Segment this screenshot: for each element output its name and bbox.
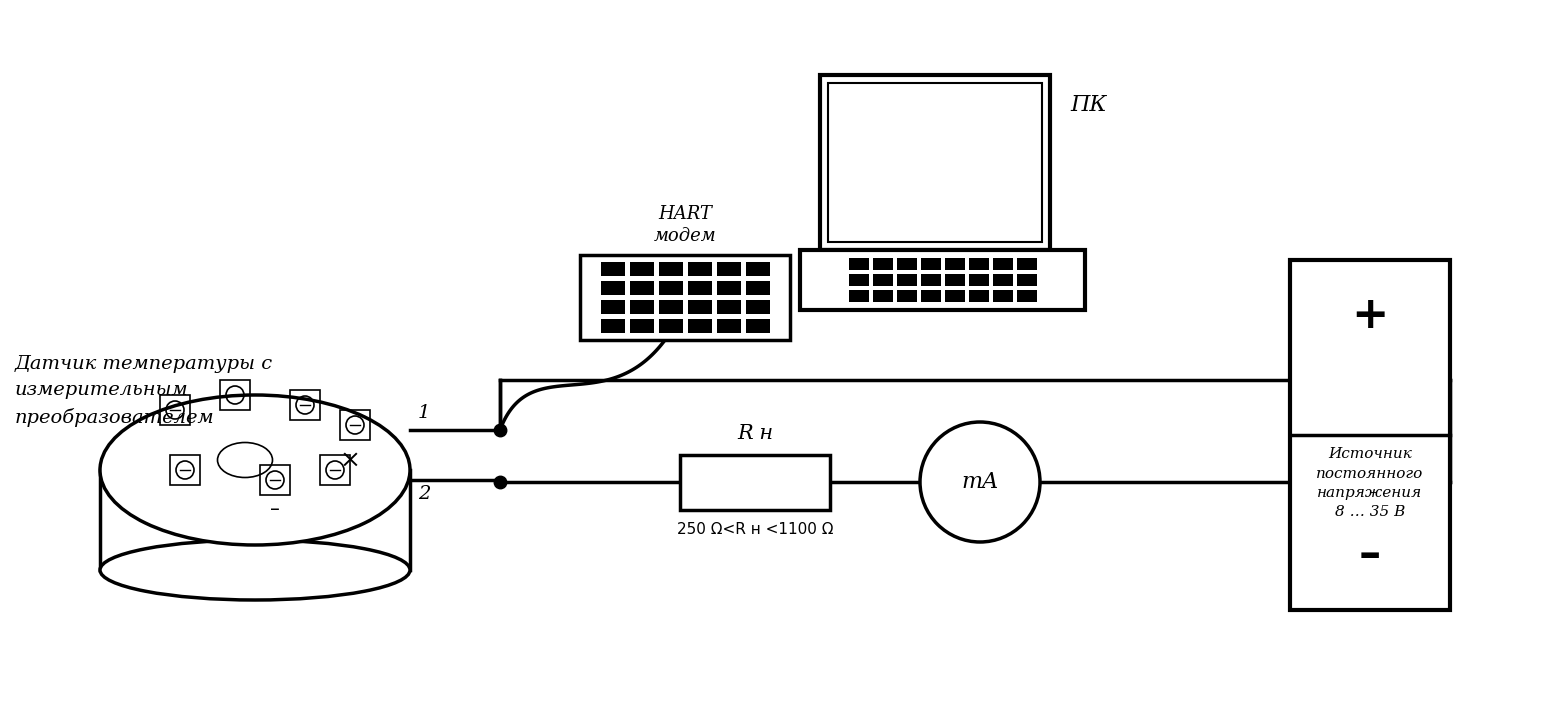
Bar [681,455,830,510]
Text: 250 Ω<R н <1100 Ω: 250 Ω<R н <1100 Ω [676,522,833,537]
Bar [920,290,940,302]
Bar [746,319,769,333]
Bar [1290,260,1450,610]
Bar [897,274,917,286]
Bar [821,75,1051,250]
Bar [687,319,712,333]
Bar [872,274,892,286]
Bar [580,255,789,340]
Bar [746,262,769,276]
Bar [629,319,654,333]
Bar [320,455,350,485]
Bar [993,258,1013,270]
Text: mA: mA [962,471,999,493]
Bar [746,281,769,295]
Bar [920,258,940,270]
Bar [160,395,190,425]
Text: –: – [270,500,280,520]
Text: ×: × [339,449,361,472]
Bar [221,380,250,410]
Bar [716,281,741,295]
Bar [945,258,965,270]
Bar [1016,258,1037,270]
Bar [848,290,869,302]
Bar [968,258,988,270]
Bar [848,274,869,286]
Bar [659,300,682,314]
Bar [993,290,1013,302]
Bar [1016,274,1037,286]
Bar [687,300,712,314]
Bar [897,258,917,270]
Bar [600,281,625,295]
Text: R н: R н [737,424,772,443]
Text: +: + [1352,293,1389,336]
Bar [260,465,291,495]
Text: Источник
постоянного
напряжения
8 … 35 В: Источник постоянного напряжения 8 … 35 В [1316,447,1423,520]
Bar [1016,290,1037,302]
Bar [828,83,1043,242]
Bar [600,262,625,276]
Bar [968,274,988,286]
Text: 2: 2 [418,485,430,503]
Bar [746,300,769,314]
Bar [600,300,625,314]
Bar [800,250,1085,310]
Bar [687,281,712,295]
Bar [716,262,741,276]
Bar [659,281,682,295]
Bar [629,300,654,314]
Bar [968,290,988,302]
Bar [659,319,682,333]
Bar [716,319,741,333]
Bar [945,274,965,286]
Bar [872,258,892,270]
Bar [291,390,320,420]
Bar [687,262,712,276]
Circle shape [920,422,1040,542]
Bar [169,455,200,485]
Bar [659,262,682,276]
Bar [945,290,965,302]
Bar [848,258,869,270]
Bar [993,274,1013,286]
Bar [629,262,654,276]
Bar [920,274,940,286]
Text: ПК: ПК [1071,94,1106,116]
Text: HART
модем: HART модем [654,205,716,245]
Bar [629,281,654,295]
Ellipse shape [99,540,410,600]
Bar [872,290,892,302]
Bar [340,410,370,440]
Bar [897,290,917,302]
Text: –: – [1358,533,1382,577]
Text: Датчик температуры с
измерительным
преобразователем: Датчик температуры с измерительным преоб… [16,355,274,427]
Ellipse shape [99,395,410,545]
Bar [600,319,625,333]
Bar [716,300,741,314]
Text: 1: 1 [418,404,430,422]
